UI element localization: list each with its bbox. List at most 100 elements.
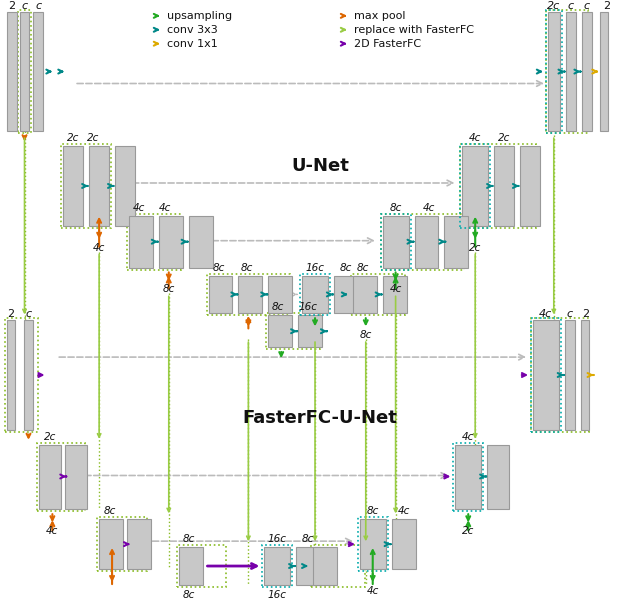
Bar — [353, 275, 377, 313]
Bar — [268, 275, 292, 313]
Bar — [531, 319, 561, 432]
Bar — [61, 144, 111, 228]
Bar — [334, 275, 358, 313]
Text: max pool: max pool — [354, 11, 405, 21]
Bar — [127, 214, 180, 269]
Bar — [383, 275, 406, 313]
Text: 2: 2 — [582, 310, 589, 319]
Text: c: c — [568, 1, 574, 11]
Bar — [460, 144, 490, 228]
Text: 2c: 2c — [87, 133, 99, 143]
Text: 8c: 8c — [302, 534, 314, 544]
Bar — [546, 10, 588, 133]
Text: 8c: 8c — [182, 590, 195, 600]
Bar — [580, 320, 589, 430]
Text: conv 3x3: conv 3x3 — [167, 25, 218, 35]
Bar — [24, 320, 33, 430]
Bar — [582, 12, 591, 131]
Text: 4c: 4c — [462, 432, 474, 442]
Bar — [548, 12, 560, 131]
Text: 8c: 8c — [182, 534, 195, 544]
Text: c: c — [26, 310, 31, 319]
Bar — [381, 214, 464, 269]
Bar — [33, 12, 44, 131]
Text: 4c: 4c — [132, 203, 145, 213]
Bar — [462, 146, 488, 226]
Text: 4c: 4c — [423, 203, 436, 213]
Bar — [313, 547, 337, 585]
Bar — [97, 517, 147, 571]
Text: U-Net: U-Net — [291, 157, 349, 175]
Bar — [63, 146, 83, 226]
Text: 2: 2 — [8, 1, 15, 11]
Bar — [20, 12, 29, 131]
Text: 2: 2 — [7, 310, 14, 319]
Bar — [127, 519, 151, 569]
Bar — [38, 443, 85, 511]
Bar — [159, 216, 182, 267]
Bar — [266, 313, 320, 349]
Text: 8c: 8c — [240, 263, 253, 273]
Text: 16c: 16c — [268, 534, 287, 544]
Bar — [546, 10, 562, 133]
Text: c: c — [584, 1, 589, 11]
Bar — [381, 214, 410, 269]
Bar — [600, 12, 607, 131]
Text: 4c: 4c — [389, 284, 402, 294]
Text: 8c: 8c — [340, 263, 352, 273]
Text: 4c: 4c — [469, 133, 481, 143]
Text: 8c: 8c — [163, 284, 175, 294]
Text: replace with FasterFC: replace with FasterFC — [354, 25, 474, 35]
Text: 4c: 4c — [397, 506, 410, 516]
Bar — [566, 12, 576, 131]
Bar — [300, 273, 330, 316]
Bar — [358, 517, 388, 571]
Text: 2c: 2c — [67, 133, 79, 143]
Text: 2D FasterFC: 2D FasterFC — [354, 38, 421, 49]
Bar — [4, 319, 38, 432]
Text: 4c: 4c — [367, 586, 379, 596]
Bar — [115, 146, 135, 226]
Bar — [520, 146, 540, 226]
Bar — [444, 216, 468, 267]
Bar — [40, 445, 61, 509]
Text: 2: 2 — [603, 1, 610, 11]
Text: conv 1x1: conv 1x1 — [167, 38, 218, 49]
Text: 2c: 2c — [498, 133, 510, 143]
Bar — [302, 275, 328, 313]
Bar — [494, 146, 514, 226]
Bar — [99, 519, 123, 569]
Bar — [6, 320, 15, 430]
Bar — [89, 146, 109, 226]
Bar — [179, 547, 203, 585]
Bar — [460, 144, 536, 228]
Text: 8c: 8c — [389, 203, 402, 213]
Text: 8c: 8c — [272, 302, 284, 313]
Text: 2c: 2c — [547, 1, 561, 11]
Bar — [209, 275, 232, 313]
Text: 16c: 16c — [299, 302, 317, 313]
Bar — [239, 275, 262, 313]
Text: c: c — [35, 1, 42, 11]
Bar — [360, 519, 386, 569]
Text: 16c: 16c — [268, 590, 287, 600]
Bar — [487, 445, 509, 509]
Text: 2c: 2c — [469, 243, 481, 252]
Bar — [392, 519, 415, 569]
Text: 8c: 8c — [367, 506, 379, 516]
Text: 16c: 16c — [305, 263, 324, 273]
Bar — [6, 12, 17, 131]
Text: 8c: 8c — [360, 330, 372, 340]
Bar — [207, 273, 290, 316]
Text: upsampling: upsampling — [167, 11, 232, 21]
Text: 8c: 8c — [356, 263, 369, 273]
Text: 2c: 2c — [44, 432, 56, 442]
Bar — [453, 443, 483, 511]
Bar — [533, 320, 559, 430]
Bar — [65, 445, 87, 509]
Text: 4c: 4c — [93, 243, 106, 252]
Bar — [264, 547, 290, 585]
Bar — [351, 273, 404, 316]
Bar — [415, 216, 438, 267]
Bar — [383, 216, 408, 267]
